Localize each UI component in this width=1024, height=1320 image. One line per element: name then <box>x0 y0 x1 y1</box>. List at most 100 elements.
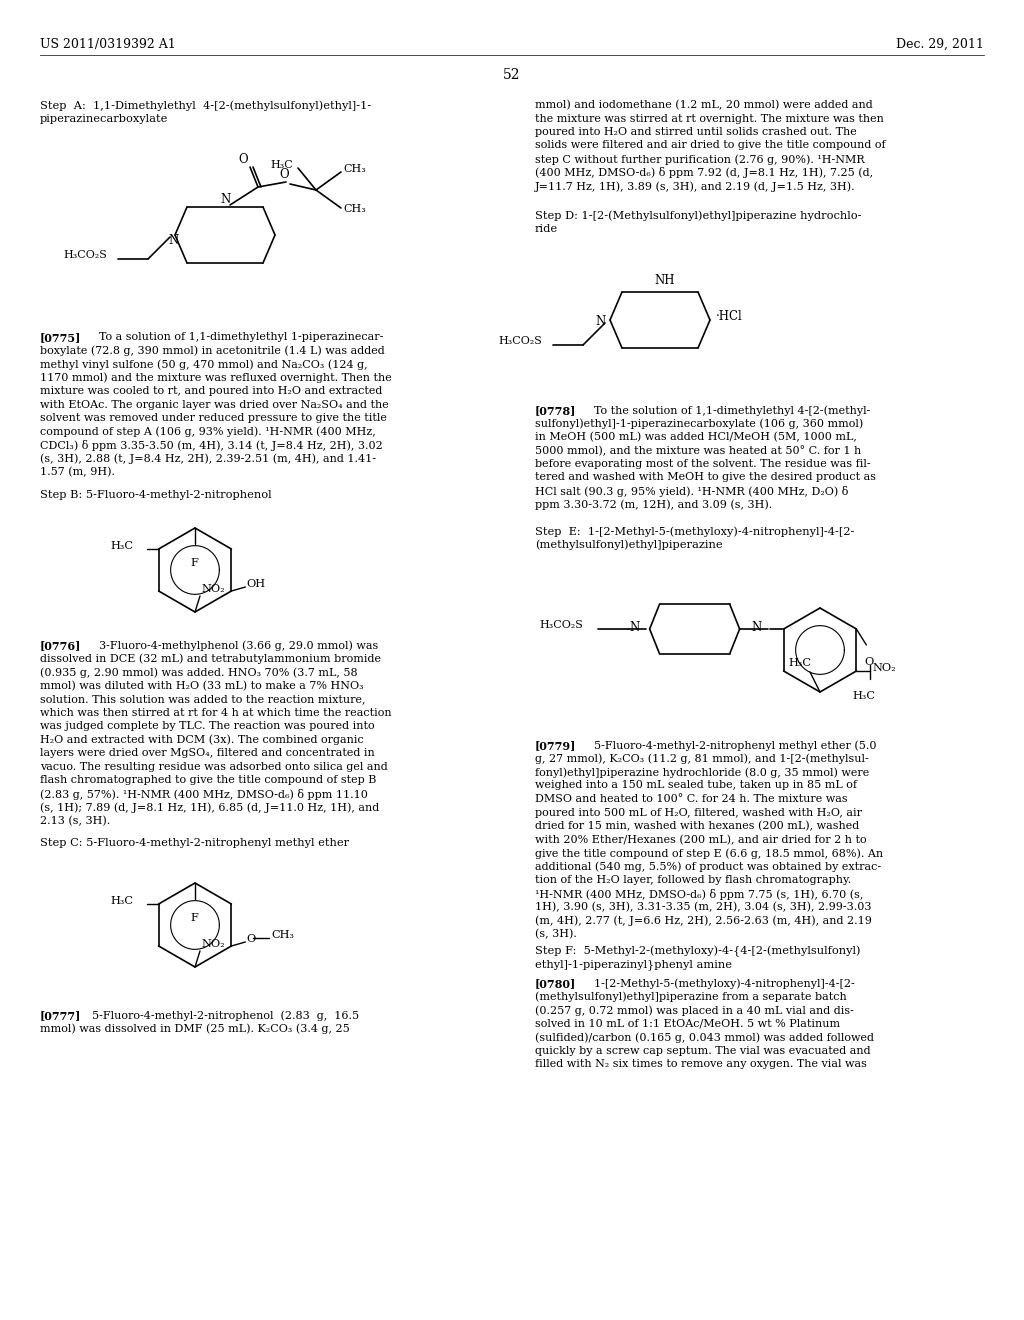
Text: H₃C: H₃C <box>111 896 133 906</box>
Text: H₃C: H₃C <box>788 657 811 668</box>
Text: mmol) was dissolved in DMF (25 mL). K₂CO₃ (3.4 g, 25: mmol) was dissolved in DMF (25 mL). K₂CO… <box>40 1023 350 1034</box>
Text: solved in 10 mL of 1:1 EtOAc/MeOH. 5 wt % Platinum: solved in 10 mL of 1:1 EtOAc/MeOH. 5 wt … <box>535 1019 840 1028</box>
Text: N: N <box>630 620 640 634</box>
Text: poured into 500 mL of H₂O, filtered, washed with H₂O, air: poured into 500 mL of H₂O, filtered, was… <box>535 808 862 817</box>
Text: HCl salt (90.3 g, 95% yield). ¹H-NMR (400 MHz, D₂O) δ: HCl salt (90.3 g, 95% yield). ¹H-NMR (40… <box>535 486 848 498</box>
Text: O: O <box>280 168 289 181</box>
Text: ppm 3.30-3.72 (m, 12H), and 3.09 (s, 3H).: ppm 3.30-3.72 (m, 12H), and 3.09 (s, 3H)… <box>535 499 772 510</box>
Text: solution. This solution was added to the reaction mixture,: solution. This solution was added to the… <box>40 694 366 704</box>
Text: weighed into a 150 mL sealed tube, taken up in 85 mL of: weighed into a 150 mL sealed tube, taken… <box>535 780 857 791</box>
Text: Dec. 29, 2011: Dec. 29, 2011 <box>896 38 984 51</box>
Text: H₃CO₂S: H₃CO₂S <box>498 337 542 346</box>
Text: poured into H₂O and stirred until solids crashed out. The: poured into H₂O and stirred until solids… <box>535 127 857 137</box>
Text: ¹H-NMR (400 MHz, DMSO-d₆) δ ppm 7.75 (s, 1H), 6.70 (s,: ¹H-NMR (400 MHz, DMSO-d₆) δ ppm 7.75 (s,… <box>535 888 863 899</box>
Text: H₃CO₂S: H₃CO₂S <box>63 249 106 260</box>
Text: give the title compound of step E (6.6 g, 18.5 mmol, 68%). An: give the title compound of step E (6.6 g… <box>535 847 883 858</box>
Text: mmol) was diluted with H₂O (33 mL) to make a 7% HNO₃: mmol) was diluted with H₂O (33 mL) to ma… <box>40 681 364 690</box>
Text: [0780]: [0780] <box>535 978 577 989</box>
Text: N: N <box>752 620 762 634</box>
Text: 1170 mmol) and the mixture was refluxed overnight. Then the: 1170 mmol) and the mixture was refluxed … <box>40 372 392 383</box>
Text: NO₂: NO₂ <box>201 939 224 949</box>
Text: US 2011/0319392 A1: US 2011/0319392 A1 <box>40 38 176 51</box>
Text: To a solution of 1,1-dimethylethyl 1-piperazinecar-: To a solution of 1,1-dimethylethyl 1-pip… <box>85 333 383 342</box>
Text: compound of step A (106 g, 93% yield). ¹H-NMR (400 MHz,: compound of step A (106 g, 93% yield). ¹… <box>40 426 376 437</box>
Text: 2.13 (s, 3H).: 2.13 (s, 3H). <box>40 816 111 826</box>
Text: boxylate (72.8 g, 390 mmol) in acetonitrile (1.4 L) was added: boxylate (72.8 g, 390 mmol) in acetonitr… <box>40 346 385 356</box>
Text: 3-Fluoro-4-methylphenol (3.66 g, 29.0 mmol) was: 3-Fluoro-4-methylphenol (3.66 g, 29.0 mm… <box>85 640 378 651</box>
Text: methyl vinyl sulfone (50 g, 470 mmol) and Na₂CO₃ (124 g,: methyl vinyl sulfone (50 g, 470 mmol) an… <box>40 359 368 370</box>
Text: vacuo. The resulting residue was adsorbed onto silica gel and: vacuo. The resulting residue was adsorbe… <box>40 762 388 771</box>
Text: Step B: 5-Fluoro-4-methyl-2-nitrophenol: Step B: 5-Fluoro-4-methyl-2-nitrophenol <box>40 490 271 500</box>
Text: (0.935 g, 2.90 mmol) was added. HNO₃ 70% (3.7 mL, 58: (0.935 g, 2.90 mmol) was added. HNO₃ 70%… <box>40 667 357 677</box>
Text: was judged complete by TLC. The reaction was poured into: was judged complete by TLC. The reaction… <box>40 721 375 731</box>
Text: [0779]: [0779] <box>535 741 577 751</box>
Text: J=11.7 Hz, 1H), 3.89 (s, 3H), and 2.19 (d, J=1.5 Hz, 3H).: J=11.7 Hz, 1H), 3.89 (s, 3H), and 2.19 (… <box>535 181 856 191</box>
Text: OH: OH <box>247 579 265 589</box>
Text: fonyl)ethyl]piperazine hydrochloride (8.0 g, 35 mmol) were: fonyl)ethyl]piperazine hydrochloride (8.… <box>535 767 869 777</box>
Text: the mixture was stirred at rt overnight. The mixture was then: the mixture was stirred at rt overnight.… <box>535 114 884 124</box>
Text: ethyl]-1-piperazinyl}phenyl amine: ethyl]-1-piperazinyl}phenyl amine <box>535 960 732 970</box>
Text: H₃CO₂S: H₃CO₂S <box>540 620 584 630</box>
Text: 1H), 3.90 (s, 3H), 3.31-3.35 (m, 2H), 3.04 (s, 3H), 2.99-3.03: 1H), 3.90 (s, 3H), 3.31-3.35 (m, 2H), 3.… <box>535 902 871 912</box>
Text: F: F <box>190 558 198 568</box>
Text: F: F <box>190 913 198 923</box>
Text: Step F:  5-Methyl-2-(methyloxy)-4-{4-[2-(methylsulfonyl): Step F: 5-Methyl-2-(methyloxy)-4-{4-[2-(… <box>535 946 860 957</box>
Text: flash chromatographed to give the title compound of step B: flash chromatographed to give the title … <box>40 775 377 785</box>
Text: NO₂: NO₂ <box>201 583 224 594</box>
Text: g, 27 mmol), K₂CO₃ (11.2 g, 81 mmol), and 1-[2-(methylsul-: g, 27 mmol), K₂CO₃ (11.2 g, 81 mmol), an… <box>535 754 868 764</box>
Text: H₃C: H₃C <box>852 690 876 701</box>
Text: H₃C: H₃C <box>270 160 293 170</box>
Text: solvent was removed under reduced pressure to give the title: solvent was removed under reduced pressu… <box>40 413 387 422</box>
Text: before evaporating most of the solvent. The residue was fil-: before evaporating most of the solvent. … <box>535 459 870 469</box>
Text: quickly by a screw cap septum. The vial was evacuated and: quickly by a screw cap septum. The vial … <box>535 1045 870 1056</box>
Text: NO₂: NO₂ <box>872 663 896 673</box>
Text: O: O <box>247 935 256 944</box>
Text: dissolved in DCE (32 mL) and tetrabutylammonium bromide: dissolved in DCE (32 mL) and tetrabutyla… <box>40 653 381 664</box>
Text: tion of the H₂O layer, followed by flash chromatography.: tion of the H₂O layer, followed by flash… <box>535 875 851 884</box>
Text: 1.57 (m, 9H).: 1.57 (m, 9H). <box>40 467 115 478</box>
Text: solids were filtered and air dried to give the title compound of: solids were filtered and air dried to gi… <box>535 140 886 150</box>
Text: 5-Fluoro-4-methyl-2-nitrophenol  (2.83  g,  16.5: 5-Fluoro-4-methyl-2-nitrophenol (2.83 g,… <box>85 1010 359 1020</box>
Text: in MeOH (500 mL) was added HCl/MeOH (5M, 1000 mL,: in MeOH (500 mL) was added HCl/MeOH (5M,… <box>535 432 857 442</box>
Text: (methylsulfonyl)ethyl]piperazine: (methylsulfonyl)ethyl]piperazine <box>535 540 723 550</box>
Text: which was then stirred at rt for 4 h at which time the reaction: which was then stirred at rt for 4 h at … <box>40 708 391 718</box>
Text: mixture was cooled to rt, and poured into H₂O and extracted: mixture was cooled to rt, and poured int… <box>40 385 382 396</box>
Text: H₃C: H₃C <box>111 541 133 550</box>
Text: CH₃: CH₃ <box>271 931 294 940</box>
Text: (methylsulfonyl)ethyl]piperazine from a separate batch: (methylsulfonyl)ethyl]piperazine from a … <box>535 991 847 1002</box>
Text: Step  A:  1,1-Dimethylethyl  4-[2-(methylsulfonyl)ethyl]-1-: Step A: 1,1-Dimethylethyl 4-[2-(methylsu… <box>40 100 372 111</box>
Text: (s, 3H), 2.88 (t, J=8.4 Hz, 2H), 2.39-2.51 (m, 4H), and 1.41-: (s, 3H), 2.88 (t, J=8.4 Hz, 2H), 2.39-2.… <box>40 454 376 465</box>
Text: [0775]: [0775] <box>40 333 81 343</box>
Text: (s, 1H); 7.89 (d, J=8.1 Hz, 1H), 6.85 (d, J=11.0 Hz, 1H), and: (s, 1H); 7.89 (d, J=8.1 Hz, 1H), 6.85 (d… <box>40 803 379 813</box>
Text: NH: NH <box>654 275 675 286</box>
Text: N: N <box>220 193 230 206</box>
Text: additional (540 mg, 5.5%) of product was obtained by extrac-: additional (540 mg, 5.5%) of product was… <box>535 862 881 873</box>
Text: piperazinecarboxylate: piperazinecarboxylate <box>40 114 168 124</box>
Text: layers were dried over MgSO₄, filtered and concentrated in: layers were dried over MgSO₄, filtered a… <box>40 748 375 758</box>
Text: ·HCl: ·HCl <box>716 310 742 323</box>
Text: tered and washed with MeOH to give the desired product as: tered and washed with MeOH to give the d… <box>535 473 876 483</box>
Text: 1-[2-Methyl-5-(methyloxy)-4-nitrophenyl]-4-[2-: 1-[2-Methyl-5-(methyloxy)-4-nitrophenyl]… <box>580 978 855 989</box>
Text: (sulfided)/carbon (0.165 g, 0.043 mmol) was added followed: (sulfided)/carbon (0.165 g, 0.043 mmol) … <box>535 1032 874 1043</box>
Text: O: O <box>864 657 873 667</box>
Text: 5000 mmol), and the mixture was heated at 50° C. for 1 h: 5000 mmol), and the mixture was heated a… <box>535 446 861 457</box>
Text: (s, 3H).: (s, 3H). <box>535 929 577 940</box>
Text: O: O <box>238 153 248 166</box>
Text: [0778]: [0778] <box>535 405 577 416</box>
Text: (0.257 g, 0.72 mmol) was placed in a 40 mL vial and dis-: (0.257 g, 0.72 mmol) was placed in a 40 … <box>535 1005 854 1015</box>
Text: To the solution of 1,1-dimethylethyl 4-[2-(methyl-: To the solution of 1,1-dimethylethyl 4-[… <box>580 405 870 416</box>
Text: CDCl₃) δ ppm 3.35-3.50 (m, 4H), 3.14 (t, J=8.4 Hz, 2H), 3.02: CDCl₃) δ ppm 3.35-3.50 (m, 4H), 3.14 (t,… <box>40 440 383 451</box>
Text: H₂O and extracted with DCM (3x). The combined organic: H₂O and extracted with DCM (3x). The com… <box>40 734 364 744</box>
Text: Step D: 1-[2-(Methylsulfonyl)ethyl]piperazine hydrochlo-: Step D: 1-[2-(Methylsulfonyl)ethyl]piper… <box>535 210 861 220</box>
Text: with 20% Ether/Hexanes (200 mL), and air dried for 2 h to: with 20% Ether/Hexanes (200 mL), and air… <box>535 834 866 845</box>
Text: Step  E:  1-[2-Methyl-5-(methyloxy)-4-nitrophenyl]-4-[2-: Step E: 1-[2-Methyl-5-(methyloxy)-4-nitr… <box>535 525 854 536</box>
Text: (m, 4H), 2.77 (t, J=6.6 Hz, 2H), 2.56-2.63 (m, 4H), and 2.19: (m, 4H), 2.77 (t, J=6.6 Hz, 2H), 2.56-2.… <box>535 916 871 927</box>
Text: sulfonyl)ethyl]-1-piperazinecarboxylate (106 g, 360 mmol): sulfonyl)ethyl]-1-piperazinecarboxylate … <box>535 418 863 429</box>
Text: N: N <box>595 315 605 327</box>
Text: (400 MHz, DMSO-d₆) δ ppm 7.92 (d, J=8.1 Hz, 1H), 7.25 (d,: (400 MHz, DMSO-d₆) δ ppm 7.92 (d, J=8.1 … <box>535 168 873 178</box>
Text: 52: 52 <box>503 69 521 82</box>
Text: 5-Fluoro-4-methyl-2-nitrophenyl methyl ether (5.0: 5-Fluoro-4-methyl-2-nitrophenyl methyl e… <box>580 741 877 751</box>
Text: DMSO and heated to 100° C. for 24 h. The mixture was: DMSO and heated to 100° C. for 24 h. The… <box>535 795 848 804</box>
Text: [0776]: [0776] <box>40 640 81 651</box>
Text: dried for 15 min, washed with hexanes (200 mL), washed: dried for 15 min, washed with hexanes (2… <box>535 821 859 832</box>
